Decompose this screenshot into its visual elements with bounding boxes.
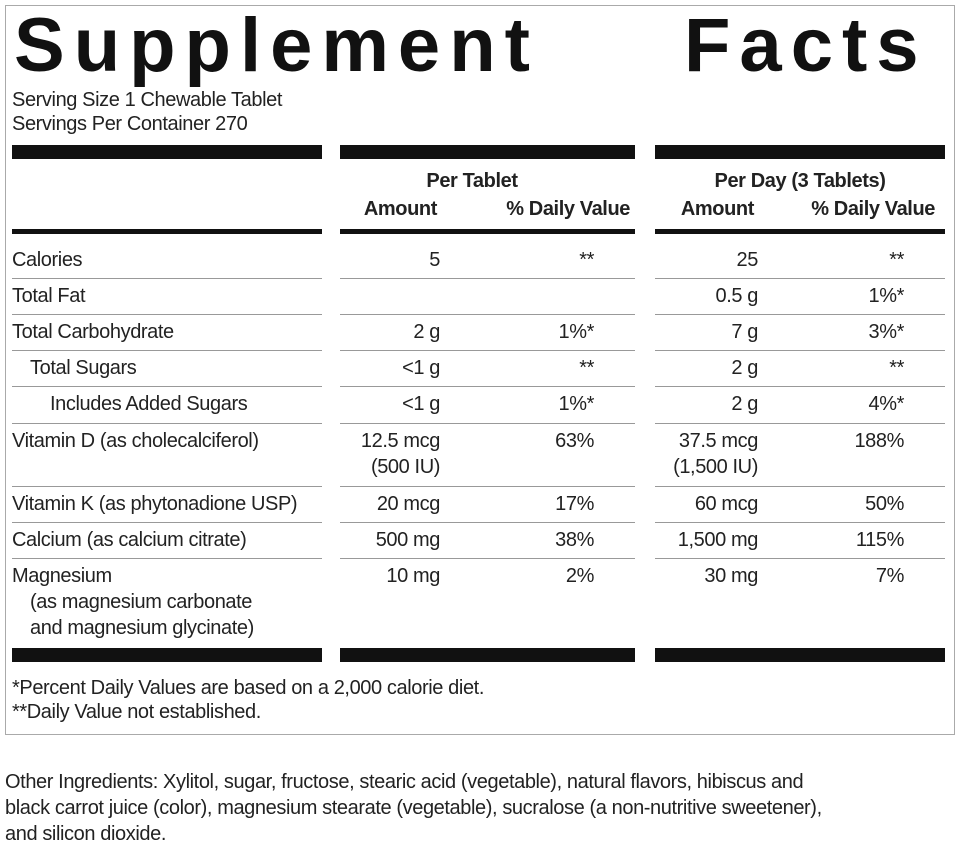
- thick-bar: [340, 648, 635, 662]
- daily-value: **: [889, 357, 904, 379]
- amount: (500 IU): [370, 456, 440, 478]
- nutrient-name: Vitamin D (as cholecalciferol): [12, 430, 259, 452]
- row-rule: [340, 486, 635, 487]
- footnote: *Percent Daily Values are based on a 2,0…: [12, 677, 484, 699]
- thick-bar: [655, 145, 945, 159]
- nutrient-name: Total Sugars: [30, 357, 137, 379]
- nutrient-name: Total Fat: [12, 285, 86, 307]
- column-label: % Daily Value: [811, 198, 935, 220]
- amount: 500 mg: [375, 529, 441, 551]
- nutrient-name: Vitamin K (as phytonadione USP): [12, 493, 298, 515]
- nutrient-name: Total Carbohydrate: [12, 321, 174, 343]
- row-rule: [12, 314, 322, 315]
- row-rule: [12, 522, 322, 523]
- amount: 2 g: [731, 357, 758, 379]
- amount: 25: [736, 249, 759, 271]
- row-rule: [340, 522, 635, 523]
- row-rule: [655, 558, 945, 559]
- column-label: Amount: [680, 198, 755, 220]
- amount: <1 g: [402, 393, 440, 415]
- amount: 30 mg: [704, 565, 758, 587]
- amount: (1,500 IU): [673, 456, 758, 478]
- amount: 2 g: [731, 393, 758, 415]
- thick-bar: [655, 648, 945, 662]
- amount: 1,500 mg: [677, 529, 759, 551]
- nutrient-name: Includes Added Sugars: [50, 393, 248, 415]
- nutrient-name: (as magnesium carbonate: [30, 591, 253, 613]
- label-border: [5, 5, 955, 735]
- daily-value: 188%: [854, 430, 904, 452]
- nutrient-name: and magnesium glycinate): [30, 617, 254, 639]
- daily-value: 1%*: [558, 393, 595, 415]
- thick-bar: [655, 229, 945, 234]
- row-rule: [655, 278, 945, 279]
- daily-value: 1%*: [558, 321, 595, 343]
- amount: 10 mg: [386, 565, 440, 587]
- thick-bar: [12, 648, 322, 662]
- nutrient-name: Calcium (as calcium citrate): [12, 529, 247, 551]
- amount: 0.5 g: [715, 285, 759, 307]
- row-rule: [655, 386, 945, 387]
- thick-bar: [340, 229, 635, 234]
- amount: 37.5 mcg: [678, 430, 758, 452]
- row-rule: [12, 386, 322, 387]
- thick-bar: [12, 229, 322, 234]
- row-rule: [12, 486, 322, 487]
- row-rule: [340, 350, 635, 351]
- row-rule: [12, 350, 322, 351]
- footnote: **Daily Value not established.: [12, 701, 261, 723]
- row-rule: [655, 486, 945, 487]
- row-rule: [340, 558, 635, 559]
- daily-value: 2%: [565, 565, 595, 587]
- amount: 12.5 mcg: [360, 430, 440, 452]
- row-rule: [655, 314, 945, 315]
- other-ingredients: black carrot juice (color), magnesium st…: [5, 797, 822, 819]
- daily-value: **: [889, 249, 904, 271]
- daily-value: 1%*: [868, 285, 905, 307]
- amount: 20 mcg: [376, 493, 441, 515]
- nutrient-name: Calories: [12, 249, 83, 271]
- amount: 60 mcg: [694, 493, 759, 515]
- title-word: Supplement: [14, 3, 539, 88]
- daily-value: 17%: [555, 493, 594, 515]
- serving-size: Serving Size 1 Chewable Tablet: [12, 89, 283, 111]
- daily-value: 115%: [855, 529, 904, 551]
- daily-value: 38%: [555, 529, 594, 551]
- row-rule: [12, 558, 322, 559]
- row-rule: [340, 278, 635, 279]
- daily-value: 4%*: [868, 393, 905, 415]
- daily-value: **: [579, 357, 594, 379]
- thick-bar: [340, 145, 635, 159]
- nutrient-name: Magnesium: [12, 565, 112, 587]
- column-heading: Per Tablet: [426, 170, 518, 192]
- other-ingredients: and silicon dioxide.: [5, 823, 166, 845]
- amount: 2 g: [413, 321, 440, 343]
- row-rule: [340, 423, 635, 424]
- row-rule: [12, 278, 322, 279]
- title-word: Facts: [684, 3, 928, 88]
- amount: 5: [429, 249, 440, 271]
- row-rule: [655, 522, 945, 523]
- row-rule: [340, 314, 635, 315]
- daily-value: 7%: [875, 565, 905, 587]
- daily-value: 63%: [555, 430, 594, 452]
- amount: 7 g: [731, 321, 758, 343]
- thick-bar: [12, 145, 322, 159]
- column-label: Amount: [363, 198, 438, 220]
- other-ingredients: Other Ingredients: Xylitol, sugar, fruct…: [5, 771, 804, 793]
- amount: <1 g: [402, 357, 440, 379]
- row-rule: [655, 350, 945, 351]
- servings-per-container: Servings Per Container 270: [12, 113, 248, 135]
- column-heading: Per Day (3 Tablets): [714, 170, 886, 192]
- row-rule: [340, 386, 635, 387]
- daily-value: 50%: [865, 493, 904, 515]
- row-rule: [12, 423, 322, 424]
- row-rule: [655, 423, 945, 424]
- column-label: % Daily Value: [506, 198, 630, 220]
- daily-value: 3%*: [868, 321, 905, 343]
- daily-value: **: [579, 249, 594, 271]
